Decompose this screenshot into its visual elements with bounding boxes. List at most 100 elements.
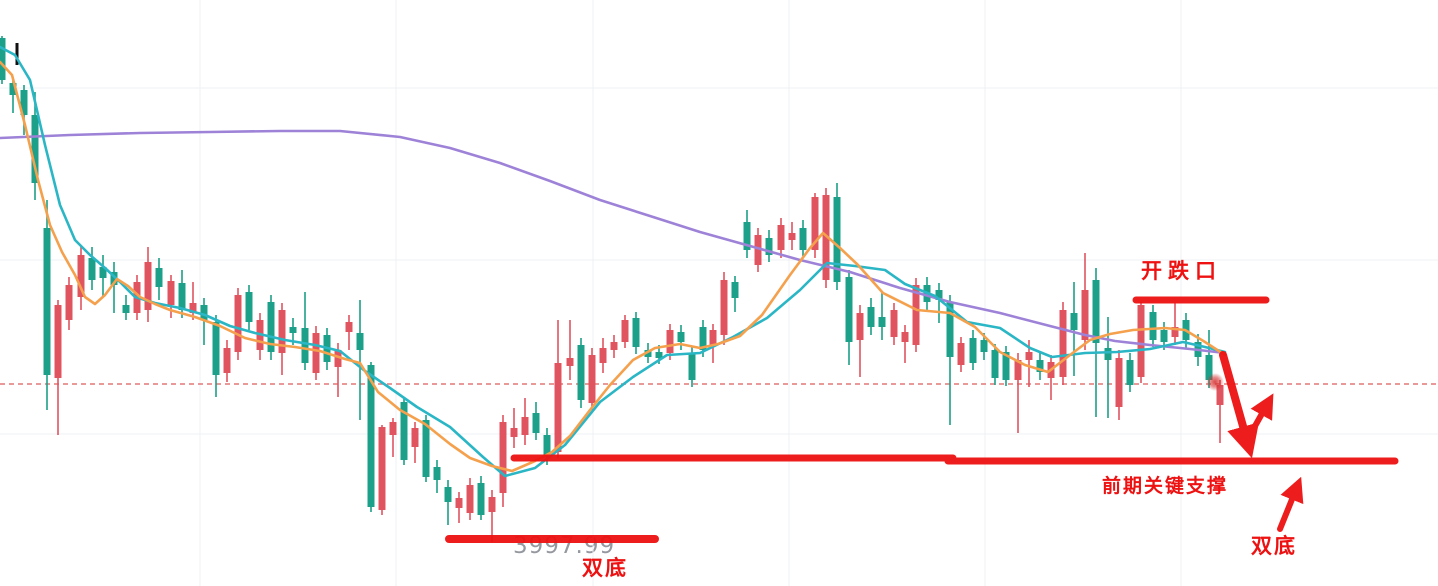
candle (378, 425, 386, 515)
candle (411, 422, 419, 463)
ma-line-mid-cyan (0, 45, 1227, 478)
candle (1137, 302, 1145, 383)
candlestick-series (0, 36, 1224, 542)
candle (433, 460, 441, 493)
candle (811, 193, 819, 258)
candle (1002, 346, 1010, 386)
ma-line-fast-orange (0, 60, 1227, 473)
candle (1059, 302, 1067, 385)
candle (178, 270, 186, 318)
candle (20, 85, 28, 135)
candle (799, 220, 807, 256)
candle (400, 398, 408, 465)
candle (878, 293, 886, 340)
hand-drawn-annotations (445, 296, 1399, 543)
candle (577, 338, 585, 408)
candle (54, 300, 62, 435)
candle (444, 480, 452, 525)
candle (212, 315, 220, 397)
candle (754, 228, 762, 272)
candle (599, 338, 607, 373)
candle (110, 262, 118, 313)
candle (1149, 305, 1157, 347)
candle (312, 326, 320, 380)
candle (256, 313, 264, 360)
candle (122, 295, 130, 320)
candle (788, 222, 796, 250)
candle (334, 343, 342, 397)
candle (356, 300, 364, 420)
candle (499, 415, 507, 507)
candle (991, 344, 999, 385)
candle (301, 292, 309, 370)
candle (566, 320, 574, 380)
candle (267, 295, 275, 360)
candle (477, 476, 485, 520)
candle (867, 298, 875, 335)
candle (554, 320, 562, 458)
candle (99, 255, 107, 297)
candle (856, 305, 864, 377)
candle (1126, 353, 1134, 392)
candle (488, 490, 496, 542)
candle (245, 285, 253, 330)
candle (0, 36, 6, 84)
candle (621, 315, 629, 348)
candle (777, 218, 785, 258)
annotation-key-support-label: 前期关键支撑 (1102, 476, 1229, 497)
candle (1216, 380, 1224, 443)
candle (1070, 282, 1078, 376)
candle (1047, 355, 1055, 400)
candle (389, 418, 397, 457)
candle (935, 283, 943, 323)
candle (969, 330, 977, 370)
candle (510, 408, 518, 448)
candle (912, 278, 920, 352)
candle (946, 295, 954, 425)
candle (521, 398, 529, 445)
candle (743, 210, 751, 258)
candle (223, 340, 231, 382)
candle (765, 230, 773, 262)
candle (77, 245, 85, 310)
candle (632, 312, 640, 354)
candle (88, 247, 96, 290)
annotation-gap-down-label: 开跌口 (1141, 259, 1222, 283)
candle (43, 200, 51, 410)
candle (588, 348, 596, 410)
candle (731, 276, 739, 312)
bounce-arrow-up (1243, 393, 1274, 445)
candle (677, 325, 685, 350)
candle (234, 288, 242, 360)
candle (31, 92, 39, 200)
annotation-double-bottom-right-label: 双底 (1251, 534, 1297, 558)
candle (144, 247, 152, 322)
ma-line-slow-purple (0, 129, 1227, 355)
candle (1092, 268, 1100, 417)
candle (1115, 350, 1123, 420)
candle (610, 335, 618, 358)
alert-dot (1206, 373, 1224, 391)
candle (720, 272, 728, 345)
candle (957, 337, 965, 372)
candle (890, 303, 898, 345)
candle (532, 402, 540, 440)
candle (1014, 353, 1022, 433)
breakdown-arrow-down (1219, 351, 1259, 459)
candle (822, 188, 830, 288)
candle (709, 324, 717, 363)
candle (155, 258, 163, 300)
candle (65, 277, 73, 330)
candle (1171, 303, 1179, 345)
candle (901, 325, 909, 363)
candle (845, 270, 853, 365)
annotation-double-bottom-left-label: 双底 (582, 556, 628, 580)
candle (367, 362, 375, 512)
candle (1104, 317, 1112, 418)
candle (455, 492, 463, 523)
double-bottom-arrow-up (1277, 476, 1304, 532)
candle (1036, 352, 1044, 380)
